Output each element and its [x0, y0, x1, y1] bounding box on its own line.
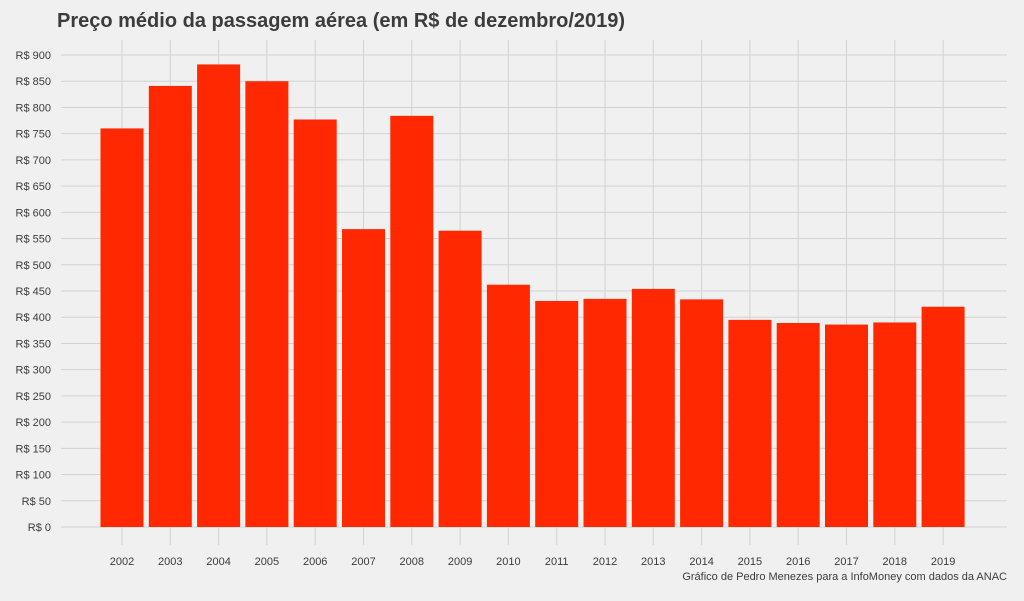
y-tick-label: R$ 200	[16, 417, 51, 429]
y-tick-label: R$ 600	[16, 207, 51, 219]
y-tick-label: R$ 100	[16, 470, 51, 482]
bar-2003	[148, 85, 192, 527]
x-tick-label: 2014	[689, 556, 713, 568]
y-tick-label: R$ 750	[16, 129, 51, 141]
x-tick-label: 2013	[641, 556, 665, 568]
x-tick-label: 2008	[400, 556, 424, 568]
bar-2019	[921, 306, 965, 527]
y-tick-label: R$ 500	[16, 260, 51, 272]
x-tick-label: 2011	[545, 556, 569, 568]
y-tick-label: R$ 300	[16, 365, 51, 377]
y-tick-label: R$ 550	[16, 234, 51, 246]
bar-2007	[342, 229, 385, 528]
y-tick-label: R$ 350	[16, 338, 51, 350]
y-tick-label: R$ 0	[28, 522, 51, 534]
y-tick-label: R$ 850	[16, 76, 51, 88]
x-tick-label: 2009	[448, 556, 472, 568]
bar-2009	[438, 230, 482, 527]
x-tick-label: 2015	[738, 556, 762, 568]
y-tick-label: R$ 50	[22, 496, 51, 508]
x-axis-tick-labels: 2002 2003 2004 2005 2006 2007 2008 2009 2010 2011…	[110, 556, 956, 568]
y-tick-label: R$ 250	[16, 391, 51, 403]
x-tick-label: 2007	[351, 556, 375, 568]
x-tick-label: 2005	[255, 556, 279, 568]
bar-2018	[873, 322, 917, 527]
chart-title: Preço médio da passagem aérea (em R$ de …	[57, 10, 626, 32]
y-tick-label: R$ 650	[16, 181, 51, 193]
x-tick-label: 2016	[786, 556, 810, 568]
bar-2013	[631, 288, 675, 527]
x-tick-label: 2006	[303, 556, 327, 568]
x-tick-label: 2012	[593, 556, 617, 568]
bars	[100, 64, 965, 528]
y-tick-label: R$ 450	[16, 286, 51, 298]
bar-2011	[535, 300, 579, 527]
bar-2002	[100, 128, 144, 527]
bar-2004	[197, 64, 241, 527]
x-tick-label: 2017	[834, 556, 858, 568]
x-tick-label: 2002	[110, 556, 134, 568]
y-axis-tick-labels: R$ 0 R$ 50 R$ 100 R$ 150 R$ 200 R$ 250 R$ 300 R…	[16, 50, 51, 534]
y-tick-label: R$ 400	[16, 312, 51, 324]
bar-2006	[293, 119, 337, 528]
x-tick-label: 2003	[158, 556, 182, 568]
bar-2008	[390, 115, 434, 527]
bar-2015	[728, 319, 772, 527]
y-tick-label: R$ 800	[16, 102, 51, 114]
chart-caption: Gráfico de Pedro Menezes para a InfoMone…	[682, 571, 1007, 583]
y-tick-label: R$ 900	[16, 50, 51, 62]
y-tick-label: R$ 700	[16, 155, 51, 167]
x-tick-label: 2019	[931, 556, 955, 568]
bar-2010	[486, 284, 530, 527]
bar-2012	[583, 298, 627, 527]
x-tick-label: 2004	[206, 556, 230, 568]
x-tick-label: 2010	[496, 556, 520, 568]
bar-2017	[825, 324, 868, 527]
bar-2014	[680, 299, 724, 527]
bar-2016	[776, 322, 820, 527]
bar-2005	[245, 81, 289, 527]
x-tick-label: 2018	[883, 556, 907, 568]
y-tick-label: R$ 150	[16, 443, 51, 455]
